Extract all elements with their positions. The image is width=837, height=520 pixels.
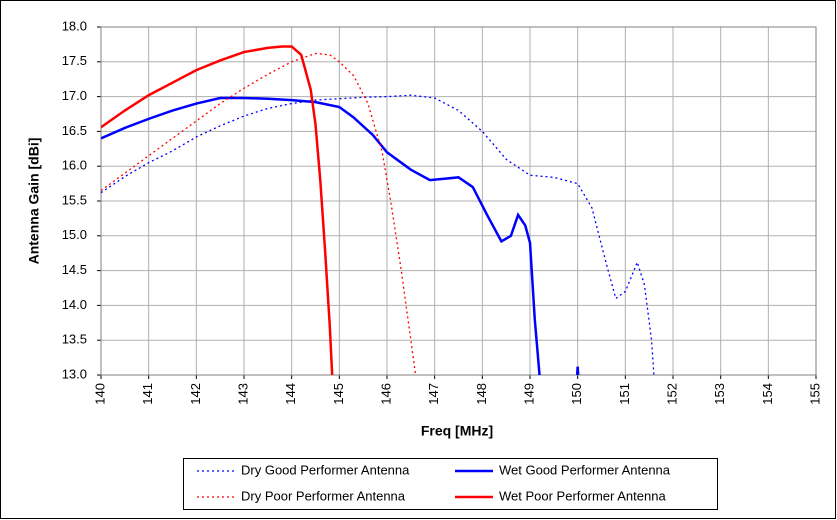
y-tick-label: 15.0 (62, 227, 87, 242)
x-tick-label: 140 (92, 383, 107, 405)
x-tick-label: 141 (140, 383, 155, 405)
series-line (101, 94, 655, 375)
y-tick-label: 16.0 (62, 158, 87, 173)
y-tick-label: 15.5 (62, 192, 87, 207)
x-tick-label: 146 (378, 383, 393, 405)
series-line (101, 52, 417, 375)
x-tick-label: 151 (617, 383, 632, 405)
x-tick-label: 153 (712, 383, 727, 405)
legend-label: Wet Poor Performer Antenna (499, 488, 666, 503)
plot-area (100, 26, 817, 376)
y-tick-label: 14.5 (62, 262, 87, 277)
series-line (101, 45, 334, 375)
y-axis-title: Antenna Gain [dBi] (26, 138, 42, 265)
y-tick-label: 13.5 (62, 332, 87, 347)
y-tick-label: 13.0 (62, 366, 87, 381)
series-line (101, 96, 580, 375)
y-tick-label: 17.0 (62, 88, 87, 103)
x-tick-label: 150 (569, 383, 584, 405)
x-tick-label: 154 (760, 383, 775, 405)
x-tick-label: 142 (188, 383, 203, 405)
legend-label: Wet Good Performer Antenna (499, 462, 671, 477)
x-tick-label: 144 (283, 383, 298, 405)
x-axis-title: Freq [MHz] (421, 423, 493, 439)
x-tick-label: 145 (331, 383, 346, 405)
x-tick-label: 148 (474, 383, 489, 405)
y-tick-label: 17.5 (62, 53, 87, 68)
x-tick-label: 143 (235, 383, 250, 405)
y-tick-label: 14.0 (62, 297, 87, 312)
x-tick-label: 149 (521, 383, 536, 405)
y-tick-label: 16.5 (62, 123, 87, 138)
legend (183, 458, 718, 510)
legend-label: Dry Good Performer Antenna (241, 462, 410, 477)
x-tick-label: 147 (426, 383, 441, 405)
x-tick-label: 152 (664, 383, 679, 405)
legend-label: Dry Poor Performer Antenna (241, 488, 406, 503)
x-tick-label: 155 (807, 383, 822, 405)
y-tick-label: 18.0 (62, 18, 87, 33)
